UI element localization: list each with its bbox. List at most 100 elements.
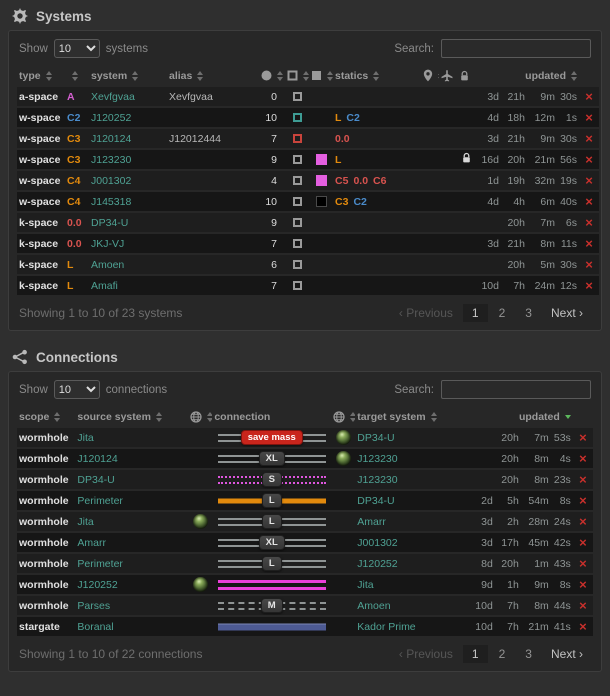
- connections-table-row[interactable]: stargate Boranal Kador Prime 10d 7h 21m 41s ×: [17, 617, 593, 636]
- systems-table-row[interactable]: k-space L Amafi 7 10d 7h 24m 12s ×: [17, 276, 599, 295]
- delete-button[interactable]: ×: [579, 450, 587, 466]
- systems-table-row[interactable]: w-space C2 J120252 10 L C2 4d 18h 12m 1s ×: [17, 108, 599, 127]
- systems-column-header-updated[interactable]: updated: [475, 67, 579, 85]
- delete-button[interactable]: ×: [579, 618, 587, 634]
- connections-table-row[interactable]: wormhole J120252 Jita 9d 1h 9m 8s ×: [17, 575, 593, 594]
- next-page-button[interactable]: Next ›: [550, 647, 583, 661]
- systems-column-header-jumps[interactable]: [439, 67, 457, 85]
- delete-button[interactable]: ×: [585, 172, 593, 188]
- systems-search-input[interactable]: [441, 39, 591, 58]
- systems-table-row[interactable]: w-space C3 J123230 9 L 16d 20h 21m 56s ×: [17, 150, 599, 169]
- target-system-link[interactable]: J123230: [357, 452, 398, 465]
- connections-table-row[interactable]: wormhole Jita L Amarr 3d 2h 28m 24s ×: [17, 512, 593, 531]
- system-link[interactable]: Xevfgvaa: [91, 90, 135, 103]
- systems-column-header-tag[interactable]: [309, 67, 333, 85]
- source-system-link[interactable]: Parses: [77, 599, 111, 612]
- system-link[interactable]: Amoen: [91, 258, 125, 271]
- connections-table-row[interactable]: wormhole J120124 XL J123230 20h 8m 4s ×: [17, 449, 593, 468]
- connections-column-header-target_endpoint[interactable]: [331, 408, 356, 426]
- delete-button[interactable]: ×: [579, 513, 587, 529]
- connections-table-row[interactable]: wormhole DP34-U S J123230 20h 8m 23s ×: [17, 470, 593, 489]
- source-system-link[interactable]: Jita: [77, 431, 94, 444]
- target-system-link[interactable]: J001302: [357, 536, 398, 549]
- systems-table-row[interactable]: a-space A Xevfgvaa Xevfgvaa 0 3d 21h 9m 30s ×: [17, 87, 599, 106]
- previous-page-button[interactable]: ‹ Previous: [398, 647, 453, 661]
- systems-column-header-statics[interactable]: statics: [333, 67, 421, 85]
- delete-button[interactable]: ×: [579, 471, 587, 487]
- system-link[interactable]: J145318: [91, 195, 132, 208]
- systems-table-row[interactable]: w-space C3 J120124 J12012444 7 0.0 3d 21h 9m 30s ×: [17, 129, 599, 148]
- systems-column-header-status[interactable]: [285, 67, 309, 85]
- delete-button[interactable]: ×: [585, 130, 593, 146]
- source-system-link[interactable]: DP34-U: [77, 473, 115, 486]
- next-page-button[interactable]: Next ›: [550, 306, 583, 320]
- source-system-link[interactable]: J120252: [77, 578, 118, 591]
- target-system-link[interactable]: DP34-U: [357, 431, 395, 444]
- source-system-link[interactable]: Jita: [77, 515, 94, 528]
- delete-button[interactable]: ×: [579, 492, 587, 508]
- systems-column-header-alias[interactable]: alias: [167, 67, 259, 85]
- delete-button[interactable]: ×: [585, 151, 593, 167]
- delete-button[interactable]: ×: [585, 256, 593, 272]
- connections-table-row[interactable]: wormhole Jita save mass DP34-U 20h 7m 53s ×: [17, 428, 593, 447]
- target-system-link[interactable]: J123230: [357, 473, 398, 486]
- target-system-link[interactable]: Amarr: [357, 515, 386, 528]
- page-button-3[interactable]: 3: [525, 306, 532, 320]
- connections-column-header-source[interactable]: source system: [75, 408, 188, 426]
- systems-table-row[interactable]: w-space C4 J145318 10 C3 C2 4d 4h 6m 40s ×: [17, 192, 599, 211]
- source-system-link[interactable]: Perimeter: [77, 494, 123, 507]
- delete-button[interactable]: ×: [579, 555, 587, 571]
- system-link[interactable]: Amafi: [91, 279, 118, 292]
- systems-table-row[interactable]: w-space C4 J001302 4 C5 0.0 C6 1d 19h 32m 19s ×: [17, 171, 599, 190]
- systems-column-header-system[interactable]: system: [89, 67, 167, 85]
- previous-page-button[interactable]: ‹ Previous: [398, 306, 453, 320]
- connections-column-header-scope[interactable]: scope: [17, 408, 75, 426]
- systems-column-header-count[interactable]: [259, 67, 285, 85]
- source-system-link[interactable]: J120124: [77, 452, 118, 465]
- system-link[interactable]: J001302: [91, 174, 132, 187]
- connections-table-row[interactable]: wormhole Parses M Amoen 10d 7h 8m 44s ×: [17, 596, 593, 615]
- delete-button[interactable]: ×: [585, 235, 593, 251]
- page-button-2[interactable]: 2: [498, 647, 506, 661]
- target-system-link[interactable]: Kador Prime: [357, 620, 416, 633]
- system-link[interactable]: J120252: [91, 111, 132, 124]
- source-system-link[interactable]: Perimeter: [77, 557, 123, 570]
- delete-button[interactable]: ×: [585, 277, 593, 293]
- delete-button[interactable]: ×: [585, 193, 593, 209]
- connections-column-header-updated[interactable]: updated: [468, 408, 573, 426]
- systems-table-row[interactable]: k-space 0.0 JKJ-VJ 7 3d 21h 8m 11s ×: [17, 234, 599, 253]
- page-button-1[interactable]: 1: [462, 645, 488, 663]
- system-link[interactable]: DP34-U: [91, 216, 129, 229]
- connections-table-row[interactable]: wormhole Amarr XL J001302 3d 17h 45m 42s ×: [17, 533, 593, 552]
- system-link[interactable]: JKJ-VJ: [91, 237, 125, 250]
- systems-column-header-security[interactable]: [65, 67, 89, 85]
- delete-button[interactable]: ×: [585, 109, 593, 125]
- delete-button[interactable]: ×: [585, 214, 593, 230]
- systems-column-header-locked[interactable]: [457, 67, 475, 85]
- target-system-link[interactable]: J120252: [357, 557, 398, 570]
- systems-table-row[interactable]: k-space 0.0 DP34-U 9 20h 7m 6s ×: [17, 213, 599, 232]
- system-link[interactable]: J120124: [91, 132, 132, 145]
- systems-column-header-type[interactable]: type: [17, 67, 65, 85]
- system-link[interactable]: J123230: [91, 153, 132, 166]
- delete-button[interactable]: ×: [579, 576, 587, 592]
- connections-column-header-source_endpoint[interactable]: [188, 408, 213, 426]
- delete-button[interactable]: ×: [579, 429, 587, 445]
- source-system-link[interactable]: Boranal: [77, 620, 114, 633]
- systems-page-size-select[interactable]: 10: [53, 39, 100, 58]
- connections-column-header-target[interactable]: target system: [355, 408, 468, 426]
- connections-search-input[interactable]: [441, 380, 591, 399]
- connections-page-size-select[interactable]: 10: [53, 380, 100, 399]
- systems-table-row[interactable]: k-space L Amoen 6 20h 5m 30s ×: [17, 255, 599, 274]
- source-system-link[interactable]: Amarr: [77, 536, 106, 549]
- page-button-3[interactable]: 3: [525, 647, 532, 661]
- systems-column-header-location[interactable]: [421, 67, 439, 85]
- connections-table-row[interactable]: wormhole Perimeter L J120252 8d 20h 1m 43s ×: [17, 554, 593, 573]
- target-system-link[interactable]: DP34-U: [357, 494, 395, 507]
- delete-button[interactable]: ×: [579, 534, 587, 550]
- delete-button[interactable]: ×: [585, 88, 593, 104]
- page-button-2[interactable]: 2: [498, 306, 506, 320]
- delete-button[interactable]: ×: [579, 597, 587, 613]
- target-system-link[interactable]: Amoen: [357, 599, 391, 612]
- connections-table-row[interactable]: wormhole Perimeter L DP34-U 2d 5h 54m 8s ×: [17, 491, 593, 510]
